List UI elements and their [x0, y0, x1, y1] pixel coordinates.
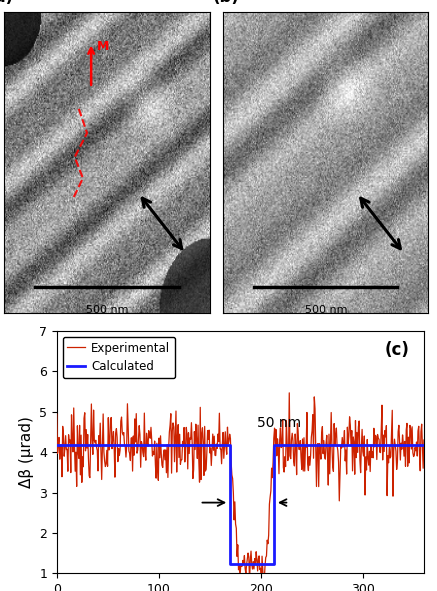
Experimental	[54, 411, 59, 418]
Text: (a): (a)	[0, 0, 14, 6]
Line: Calculated: Calculated	[57, 445, 424, 564]
Calculated	[421, 441, 427, 449]
Legend: Experimental, Calculated: Experimental, Calculated	[63, 337, 175, 378]
Calculated	[228, 561, 233, 568]
Experimental	[414, 439, 419, 446]
Text: 50 nm: 50 nm	[257, 416, 301, 430]
Calculated	[271, 561, 277, 568]
Text: M: M	[97, 40, 110, 53]
Text: (b): (b)	[213, 0, 239, 6]
Experimental	[229, 459, 234, 466]
Y-axis label: Δβ (μrad): Δβ (μrad)	[18, 416, 34, 488]
Text: (c): (c)	[384, 340, 409, 359]
Calculated	[228, 441, 233, 449]
Line: Experimental: Experimental	[57, 393, 424, 585]
Text: 500 nm: 500 nm	[305, 305, 347, 315]
Experimental	[287, 389, 292, 397]
Experimental	[421, 436, 427, 443]
Experimental	[357, 417, 362, 424]
Experimental	[253, 561, 258, 568]
Experimental	[259, 582, 264, 589]
Experimental	[231, 489, 236, 496]
Experimental	[274, 426, 279, 433]
Text: 500 nm: 500 nm	[87, 305, 129, 315]
Calculated	[54, 441, 59, 449]
Calculated	[271, 441, 277, 449]
